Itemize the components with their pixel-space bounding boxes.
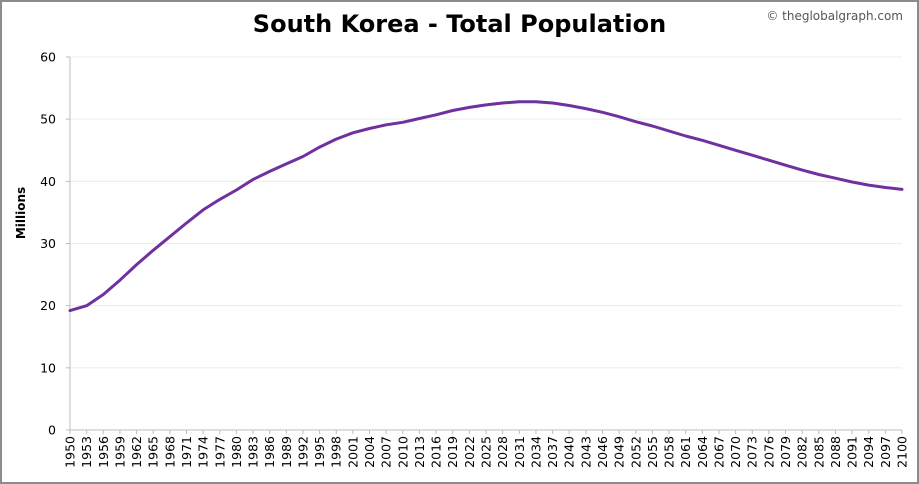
x-tick-label-2034: 2034 <box>528 436 543 468</box>
x-tick-label-2067: 2067 <box>711 436 726 468</box>
x-tick-label-2016: 2016 <box>429 436 444 468</box>
series-group <box>68 100 904 313</box>
x-tick-label-2070: 2070 <box>728 436 743 468</box>
x-tick-label-1989: 1989 <box>279 436 294 468</box>
x-tick-label-1980: 1980 <box>229 436 244 468</box>
x-tick-label-2061: 2061 <box>678 436 693 468</box>
x-tick-label-1995: 1995 <box>312 436 327 468</box>
y-tick-label-20: 20 <box>40 298 56 313</box>
x-tick-labels: 1950 1953 1956 1959 1962 1965 1968 1971 1974 1977… <box>63 436 910 468</box>
x-tick-label-2031: 2031 <box>512 436 527 468</box>
x-tick-label-1986: 1986 <box>262 436 277 468</box>
x-tick-label-2001: 2001 <box>345 436 360 468</box>
y-tick-label-0: 0 <box>48 423 56 438</box>
x-tick-label-1950: 1950 <box>63 436 78 468</box>
x-tick-label-2043: 2043 <box>578 436 593 468</box>
x-tick-label-1992: 1992 <box>295 436 310 468</box>
x-tick-label-2046: 2046 <box>595 436 610 468</box>
x-tick-label-2007: 2007 <box>379 436 394 468</box>
x-tick-label-1968: 1968 <box>162 436 177 468</box>
x-tick-label-1983: 1983 <box>246 436 261 468</box>
x-tick-label-2085: 2085 <box>811 436 826 468</box>
y-tick-label-50: 50 <box>40 112 56 127</box>
x-tick-label-2052: 2052 <box>628 436 643 468</box>
x-tick-label-2049: 2049 <box>612 436 627 468</box>
x-tick-label-2013: 2013 <box>412 436 427 468</box>
y-tick-label-10: 10 <box>40 360 56 375</box>
x-tick-label-2022: 2022 <box>462 436 477 468</box>
x-tick-label-1953: 1953 <box>79 436 94 468</box>
x-tick-label-2076: 2076 <box>761 436 776 468</box>
x-tick-label-2004: 2004 <box>362 436 377 468</box>
x-tick-label-1971: 1971 <box>179 436 194 468</box>
credit-text: © theglobalgraph.com <box>766 9 903 23</box>
y-axis-label: Millions <box>14 187 28 239</box>
chart-title: South Korea - Total Population <box>252 10 667 38</box>
x-tick-label-2028: 2028 <box>495 436 510 468</box>
x-tick-label-2025: 2025 <box>479 436 494 468</box>
x-tick-label-2040: 2040 <box>562 436 577 468</box>
x-tick-label-2055: 2055 <box>645 436 660 468</box>
x-tick-label-2097: 2097 <box>878 436 893 468</box>
x-tick-label-2088: 2088 <box>828 436 843 468</box>
x-tick-label-1998: 1998 <box>329 436 344 468</box>
x-tick-label-1962: 1962 <box>129 436 144 468</box>
y-tick-label-30: 30 <box>40 236 56 251</box>
x-tick-label-1956: 1956 <box>96 436 111 468</box>
x-tick-label-1965: 1965 <box>146 436 161 468</box>
x-tick-label-2073: 2073 <box>745 436 760 468</box>
x-tick-label-1974: 1974 <box>196 436 211 468</box>
series-line-0 <box>68 100 904 313</box>
y-tick-label-40: 40 <box>40 174 56 189</box>
grid-lines <box>70 56 902 369</box>
y-tick-label-60: 60 <box>40 50 56 65</box>
x-tick-label-2091: 2091 <box>845 436 860 468</box>
x-tick-label-1977: 1977 <box>212 436 227 468</box>
x-tick-label-2079: 2079 <box>778 436 793 468</box>
axes <box>66 56 903 434</box>
x-tick-label-2037: 2037 <box>545 436 560 468</box>
x-tick-label-1959: 1959 <box>112 436 127 468</box>
x-tick-label-2064: 2064 <box>695 436 710 468</box>
x-tick-label-2058: 2058 <box>662 436 677 468</box>
x-tick-label-2019: 2019 <box>445 436 460 468</box>
y-tick-labels: 0 10 20 30 40 50 60 <box>40 50 56 438</box>
x-tick-label-2010: 2010 <box>395 436 410 468</box>
x-tick-label-2100: 2100 <box>895 436 910 468</box>
x-tick-label-2094: 2094 <box>861 436 876 468</box>
x-tick-label-2082: 2082 <box>795 436 810 468</box>
